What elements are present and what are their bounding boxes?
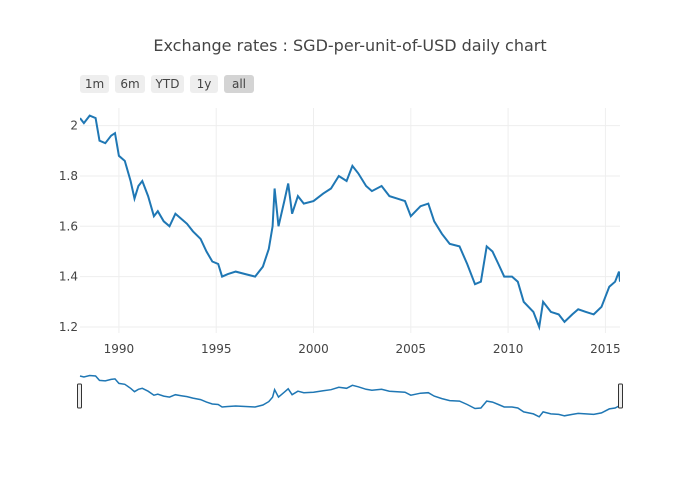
y-tick-label: 1.2: [59, 320, 78, 334]
range-button-background[interactable]: [80, 75, 109, 93]
x-tick-label: 2010: [493, 342, 524, 356]
range-button-label: 1y: [197, 77, 212, 91]
x-axis-ticks: 1990 1995 2000 2005 2010 2015: [104, 342, 621, 356]
range-button-1m[interactable]: 1m: [80, 75, 109, 93]
range-slider-right-handle[interactable]: [618, 383, 623, 409]
x-tick-label: 1995: [201, 342, 232, 356]
y-tick-label: 1.8: [59, 169, 78, 183]
x-tick-label: 1990: [104, 342, 135, 356]
range-slider-background[interactable]: [80, 372, 620, 420]
x-tick-label: 2005: [396, 342, 427, 356]
y-tick-label: 1.4: [59, 270, 78, 284]
gridlines: [80, 108, 620, 333]
range-slider-series-line: [79, 374, 621, 418]
x-tick-label: 2000: [298, 342, 329, 356]
y-axis-ticks: 1.2 1.4 1.6 1.8 2: [59, 119, 78, 334]
range-button-1y[interactable]: 1y: [190, 75, 218, 93]
range-button-background[interactable]: [224, 75, 254, 93]
range-selector: 1m 6m YTD 1y all: [80, 75, 254, 93]
series-line-sgd-per-usd: [80, 114, 620, 331]
y-tick-label: 2: [70, 119, 78, 133]
range-button-label: 6m: [120, 77, 139, 91]
range-button-background[interactable]: [190, 75, 218, 93]
range-slider-left-handle[interactable]: [77, 383, 82, 409]
x-tick-label: 2015: [590, 342, 621, 356]
range-button-label: all: [232, 77, 246, 91]
range-button-label: YTD: [155, 77, 180, 91]
range-button-ytd[interactable]: YTD: [151, 75, 184, 93]
range-button-all[interactable]: all: [224, 75, 254, 93]
chart-title: Exchange rates : SGD-per-unit-of-USD dai…: [153, 36, 546, 55]
range-slider[interactable]: [77, 372, 623, 420]
range-button-label: 1m: [85, 77, 104, 91]
range-button-6m[interactable]: 6m: [115, 75, 145, 93]
range-button-background[interactable]: [115, 75, 145, 93]
range-button-background[interactable]: [151, 75, 184, 93]
y-tick-label: 1.6: [59, 219, 78, 233]
